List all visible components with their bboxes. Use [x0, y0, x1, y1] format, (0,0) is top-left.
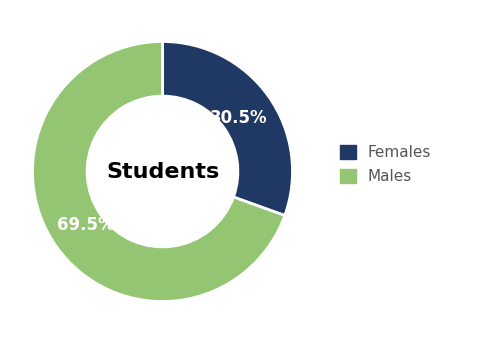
Wedge shape [162, 42, 292, 215]
Wedge shape [32, 42, 285, 301]
Text: 30.5%: 30.5% [210, 109, 268, 127]
Legend: Females, Males: Females, Males [332, 137, 439, 192]
Text: Students: Students [106, 162, 219, 181]
Text: 69.5%: 69.5% [57, 216, 114, 234]
